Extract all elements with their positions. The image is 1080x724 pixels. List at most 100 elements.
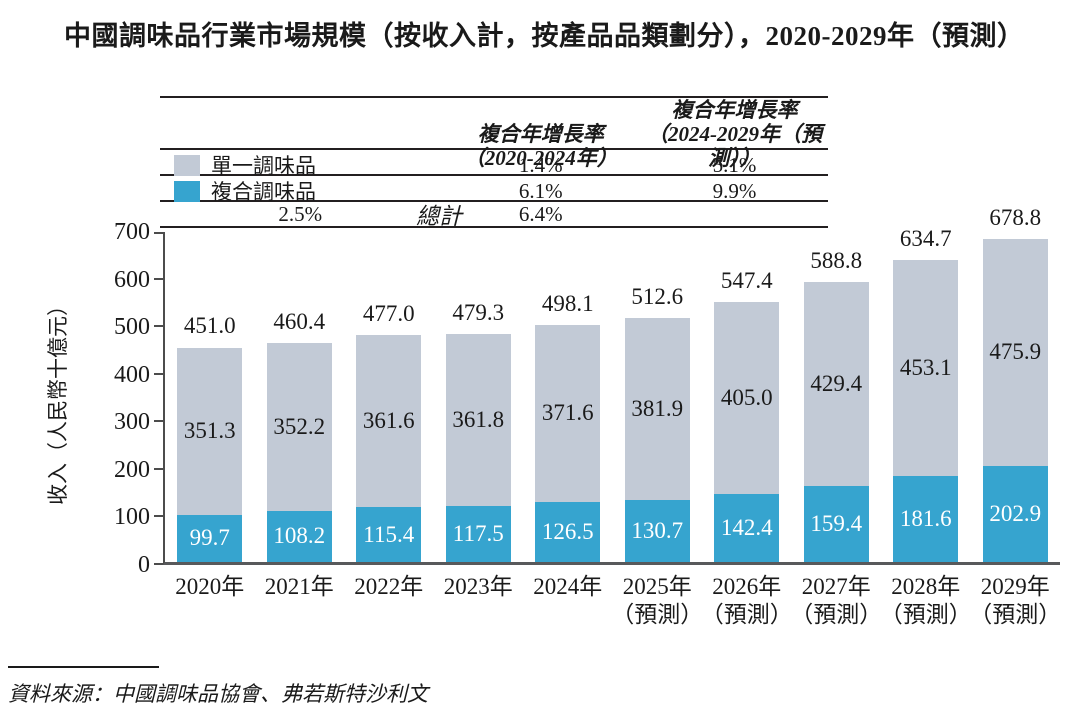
source-text: 資料來源：中國調味品協會、弗若斯特沙利文 [8,682,428,706]
cagr-header-line2: （2024-2029年（預測）） [646,122,822,171]
x-label-forecast: （預測） [879,602,972,628]
x-label-forecast: （預測） [700,602,793,628]
bar-segment-compound-condiment: 130.7 [624,499,690,562]
cagr-header-line1: 複合年增長率 [477,122,604,147]
x-label-year: 2027年 [801,574,871,599]
row-label: 複合調味品 [211,180,316,204]
bar-segment-compound-condiment: 159.4 [803,486,869,562]
chart-title: 中國調味品行業市場規模（按收入計，按產品品類劃分），2020-2029年（預測） [64,21,1025,51]
bar-segment-compound-condiment: 126.5 [535,501,601,562]
row-label-cell: 複合調味品 [160,176,441,206]
bar-group-2024年: 498.1 371.6 126.5 2024年 [533,232,602,599]
bar-segment-single-condiment: 361.8 [445,334,511,507]
y-tick-mark [154,325,163,328]
x-label-year: 2024年 [533,574,603,599]
bar-total-label: 451.0 [183,313,236,339]
y-tick-mark [154,372,163,375]
bar-group-2028年: 634.7 453.1 181.6 2028年 （預測） [880,226,972,627]
bar-group-2020年: 451.0 351.3 99.7 2020年 [175,232,244,599]
x-label-year: 2023年 [443,574,513,599]
bar-segment-single-condiment: 429.4 [803,281,869,487]
y-tick-mark [154,277,163,280]
y-axis-title: 收入（人民幣十億元） [46,295,70,505]
bar-segment-compound-condiment: 142.4 [714,494,780,562]
x-label-year: 2022年 [354,574,424,599]
bar-value-compound-condiment: 99.7 [189,525,230,551]
bar-segment-single-condiment: 371.6 [535,325,601,502]
cagr-header-line2: （2020-2024年） [463,146,618,171]
x-label-year: 2025年 [622,574,692,599]
x-label-year: 2029年 [980,574,1050,599]
bar-value-compound-condiment: 108.2 [273,523,326,549]
bar-value-single-condiment: 352.2 [273,413,326,439]
x-label-year: 2026年 [712,574,782,599]
bar-segment-single-condiment: 405.0 [714,301,780,495]
bar-segment-single-condiment: 351.3 [177,347,243,515]
cagr-table: 複合年增長率 （2020-2024年） 複合年增長率 （2024-2029年（預… [160,96,828,229]
bar-total-label: 477.0 [362,301,415,327]
bar-total-label: 512.6 [631,284,684,310]
bar-segment-single-condiment: 352.2 [266,343,332,511]
bar-group-2023年: 479.3 361.8 117.5 2023年 [444,232,513,599]
cagr-table-header-row: 複合年增長率 （2020-2024年） 複合年增長率 （2024-2029年（預… [160,98,828,170]
row-label-cell: 單一調味品 [160,150,441,180]
bars-container: 451.0 351.3 99.7 2020年 460.4 352.2 108.2 2021年 4… [165,205,1061,627]
y-tick-mark [154,467,163,470]
bar-value-single-condiment: 475.9 [989,339,1042,365]
x-axis-label: 2029年 （預測） [969,573,1061,629]
x-axis-label: 2027年 （預測） [790,573,882,629]
x-axis-label: 2024年 [533,573,602,601]
row-label: 單一調味品 [211,154,316,178]
x-label-year: 2021年 [264,574,334,599]
y-tick-label: 600 [114,266,150,293]
bar-segment-compound-condiment: 181.6 [893,475,959,562]
bar-total-label: 678.8 [989,205,1042,231]
bar-value-single-condiment: 453.1 [899,354,952,380]
cagr-header-2020-2024: 複合年增長率 （2020-2024年） [441,122,641,170]
y-tick-mark [154,420,163,423]
bar-segment-single-condiment: 475.9 [982,239,1048,466]
x-axis-label: 2028年 （預測） [880,573,972,629]
x-label-year: 2028年 [891,574,961,599]
bar-value-single-condiment: 405.0 [720,384,773,410]
bar-group-2029年: 678.8 475.9 202.9 2029年 （預測） [969,205,1061,627]
bar-segment-single-condiment: 453.1 [893,260,959,476]
cagr-header-2024-2029: 複合年增長率 （2024-2029年（預測）） [641,98,828,170]
bar-segment-single-condiment: 361.6 [356,335,422,508]
x-label-forecast: （預測） [611,602,704,628]
bar-value-single-condiment: 361.6 [362,408,415,434]
x-label-forecast: （預測） [969,602,1062,628]
y-tick-mark [154,563,163,565]
bar-group-2021年: 460.4 352.2 108.2 2021年 [265,232,334,599]
x-axis-label: 2023年 [444,573,513,601]
x-axis-label: 2021年 [265,573,334,601]
x-axis-label: 2020年 [175,573,244,601]
bar-value-single-condiment: 361.8 [452,407,505,433]
bar-value-compound-condiment: 142.4 [720,515,773,541]
row-label: 總計 [416,204,462,229]
cagr-value-col1: 1.4% [518,152,563,177]
y-tick-label: 100 [114,504,150,531]
bar-value-compound-condiment: 126.5 [541,518,594,544]
bar-value-compound-condiment: 117.5 [452,521,504,547]
x-label-forecast: （預測） [790,602,883,628]
bar-segment-compound-condiment: 99.7 [177,514,243,562]
bar-value-single-condiment: 381.9 [631,395,684,421]
bar-segment-compound-condiment: 115.4 [356,507,422,562]
y-tick-mark [154,515,163,518]
y-tick-label: 300 [114,409,150,436]
bar-group-2022年: 477.0 361.6 115.4 2022年 [354,232,423,599]
bar-group-2027年: 588.8 429.4 159.4 2027年 （預測） [790,232,882,627]
bar-value-single-condiment: 351.3 [183,418,236,444]
bar-total-label: 460.4 [273,308,326,334]
bar-segment-compound-condiment: 117.5 [445,506,511,562]
cagr-value-col1: 6.1% [518,178,563,203]
cagr-table-row: 單一調味品 1.4% 5.1% [160,150,828,178]
bar-segment-single-condiment: 381.9 [624,318,690,500]
y-tick-mark [154,232,163,234]
y-tick-label: 400 [114,361,150,388]
source-rule [8,666,159,668]
single-condiment-legend-swatch [174,154,200,176]
bar-value-compound-condiment: 159.4 [810,511,863,537]
